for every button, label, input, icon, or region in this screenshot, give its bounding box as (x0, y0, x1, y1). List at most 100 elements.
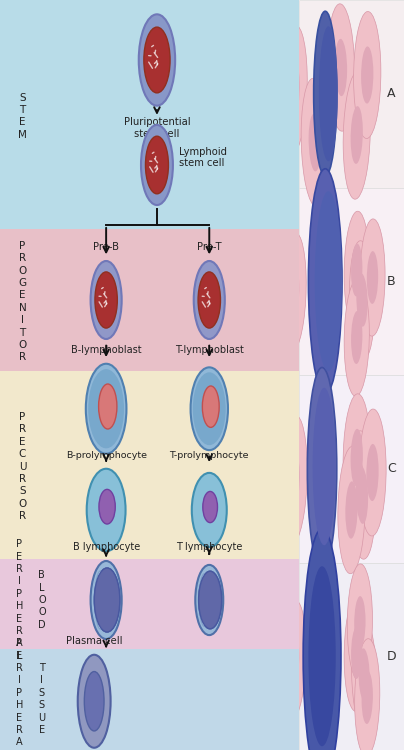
Ellipse shape (319, 26, 338, 161)
Ellipse shape (343, 70, 370, 200)
Ellipse shape (356, 466, 368, 524)
Bar (0, 229, 299, 371)
Ellipse shape (203, 491, 217, 523)
Text: S
T
E
M: S T E M (18, 93, 27, 140)
Text: Lymphoid
stem cell: Lymphoid stem cell (179, 147, 227, 168)
Ellipse shape (308, 566, 336, 746)
Bar (299, 0, 404, 188)
Ellipse shape (288, 633, 299, 687)
Ellipse shape (84, 671, 104, 731)
Ellipse shape (309, 113, 321, 172)
Ellipse shape (95, 571, 107, 629)
Ellipse shape (344, 279, 369, 396)
Text: B-lymphoblast: B-lymphoblast (71, 345, 141, 355)
Ellipse shape (281, 600, 306, 720)
Ellipse shape (359, 409, 386, 536)
Ellipse shape (362, 671, 373, 724)
Text: P
R
O
G
E
N
I
T
O
R: P R O G E N I T O R (18, 241, 27, 362)
Text: P
E
R
I
P
H
E
R
A
L: P E R I P H E R A L (16, 638, 23, 750)
Ellipse shape (145, 136, 168, 194)
Ellipse shape (338, 446, 365, 574)
Bar (0, 559, 299, 649)
Ellipse shape (90, 561, 122, 639)
Text: Plasma cell: Plasma cell (66, 636, 122, 646)
Bar (299, 188, 404, 375)
Ellipse shape (345, 482, 358, 538)
Ellipse shape (94, 568, 120, 632)
Ellipse shape (90, 261, 122, 339)
Ellipse shape (361, 46, 373, 104)
Ellipse shape (354, 11, 381, 139)
Ellipse shape (344, 211, 369, 328)
Ellipse shape (301, 78, 328, 207)
Ellipse shape (199, 572, 221, 628)
Ellipse shape (347, 564, 372, 681)
Bar (0, 0, 299, 229)
Bar (0, 649, 299, 750)
Ellipse shape (202, 386, 219, 427)
Text: P
R
E
C
U
R
S
O
R: P R E C U R S O R (18, 412, 27, 521)
Ellipse shape (351, 106, 363, 164)
Ellipse shape (308, 169, 342, 394)
Ellipse shape (358, 648, 370, 702)
Ellipse shape (335, 39, 347, 96)
Bar (299, 375, 404, 562)
Ellipse shape (354, 596, 366, 649)
Ellipse shape (367, 251, 378, 304)
Ellipse shape (199, 574, 210, 626)
Ellipse shape (198, 272, 221, 328)
Ellipse shape (141, 125, 173, 205)
Ellipse shape (351, 244, 362, 296)
Ellipse shape (315, 191, 342, 371)
Text: Pre-B: Pre-B (93, 242, 119, 252)
Text: B
L
O
O
D: B L O O D (38, 570, 46, 630)
Ellipse shape (348, 430, 376, 560)
Bar (0, 371, 299, 559)
Text: T lymphocyte: T lymphocyte (176, 542, 242, 552)
Ellipse shape (99, 384, 117, 429)
Text: P
E
R
I
P
H
E
R
A
L: P E R I P H E R A L (16, 539, 23, 661)
Ellipse shape (349, 241, 375, 359)
Ellipse shape (351, 311, 362, 364)
Ellipse shape (355, 639, 380, 750)
Text: B-prolymphocyte: B-prolymphocyte (65, 451, 147, 460)
Ellipse shape (356, 273, 368, 327)
Ellipse shape (344, 594, 369, 711)
Ellipse shape (303, 529, 341, 750)
Text: Pre-T: Pre-T (197, 242, 221, 252)
Ellipse shape (280, 26, 307, 154)
Text: B lymphocyte: B lymphocyte (72, 542, 140, 552)
Ellipse shape (327, 4, 355, 131)
Ellipse shape (78, 655, 111, 748)
Ellipse shape (281, 232, 306, 352)
Text: B: B (387, 274, 396, 288)
Ellipse shape (366, 444, 379, 501)
Ellipse shape (199, 572, 221, 628)
Ellipse shape (288, 451, 300, 509)
Ellipse shape (86, 364, 126, 454)
Text: D: D (387, 650, 396, 663)
Ellipse shape (351, 626, 362, 679)
Ellipse shape (95, 272, 117, 328)
Text: T-prolymphocyte: T-prolymphocyte (170, 451, 249, 460)
Bar (299, 562, 404, 750)
Text: C: C (387, 462, 396, 476)
Ellipse shape (94, 568, 120, 632)
Ellipse shape (191, 368, 228, 450)
Ellipse shape (280, 416, 307, 544)
Ellipse shape (194, 261, 225, 339)
Text: A: A (387, 87, 396, 100)
Ellipse shape (192, 473, 227, 548)
Ellipse shape (144, 27, 170, 93)
Text: T-lymphoblast: T-lymphoblast (175, 345, 244, 355)
Ellipse shape (351, 429, 363, 486)
Ellipse shape (314, 11, 337, 176)
Ellipse shape (343, 394, 370, 521)
Ellipse shape (193, 372, 226, 446)
Ellipse shape (139, 14, 175, 106)
Ellipse shape (360, 219, 385, 336)
Ellipse shape (87, 469, 126, 551)
Ellipse shape (195, 565, 223, 635)
Ellipse shape (307, 368, 337, 570)
Ellipse shape (99, 490, 115, 524)
